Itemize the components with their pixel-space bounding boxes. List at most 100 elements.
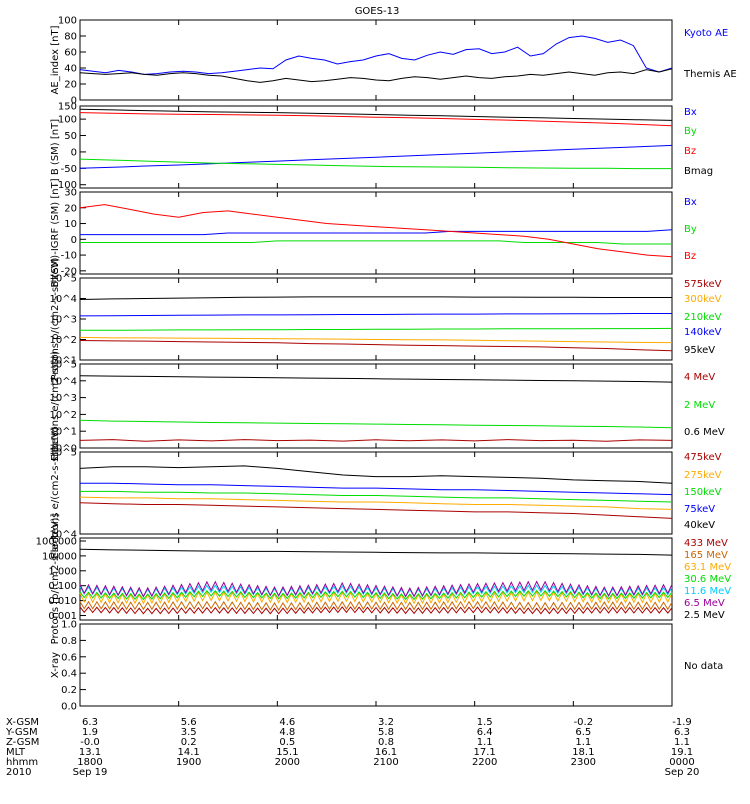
ephemeris-value: 2300: [571, 757, 596, 768]
series-line-6-5-mev: [79, 580, 673, 598]
series-line-4-mev: [79, 439, 673, 442]
series-line-210kev: [80, 327, 673, 331]
y-tick-label: -100: [54, 180, 77, 191]
series-line-475kev: [79, 502, 673, 519]
y-axis-label: Protons [p/(cm2-s-sr-keV)]: [50, 514, 61, 645]
series-line-2-mev: [79, 419, 673, 429]
y-tick-label: 150: [58, 102, 77, 113]
legend-entry: Bz: [684, 251, 696, 262]
ephemeris-value: 19.1: [671, 747, 693, 758]
ephemeris-value: 0.8: [378, 737, 394, 748]
y-tick-label: 40: [64, 64, 77, 75]
series-line-11-6-mev: [79, 584, 673, 598]
ephemeris-value: 6.3: [82, 717, 98, 728]
ephemeris-value: 1800: [77, 757, 102, 768]
y-tick-label: 100: [58, 115, 77, 126]
ephemeris-value: 6.5: [575, 727, 591, 738]
ephemeris-value: 6.3: [674, 727, 690, 738]
ephemeris-value: 6.4: [477, 727, 493, 738]
ephemeris-value: 5.6: [181, 717, 197, 728]
y-tick-label: 0.8: [61, 636, 77, 647]
ephemeris-value: 17.1: [474, 747, 496, 758]
legend-entry: By: [684, 126, 697, 137]
ephemeris-value: 15.1: [276, 747, 298, 758]
y-tick-label: 0.0: [61, 702, 77, 713]
ephemeris-row-label: 2010: [6, 767, 31, 778]
series-line-300kev: [79, 336, 673, 344]
ephemeris-value: 1.1: [575, 737, 591, 748]
ephemeris-value: 2100: [373, 757, 398, 768]
y-axis-label: AE_index [nT]: [50, 25, 61, 94]
legend-entry: 95keV: [684, 345, 715, 356]
ephemeris-value: 4.8: [279, 727, 295, 738]
series-line-165-mev: [79, 600, 673, 611]
ephemeris-value: 3.2: [378, 717, 394, 728]
y-tick-label: 80: [64, 32, 77, 43]
legend-entry: 63.1 MeV: [684, 562, 731, 573]
ephemeris-row-label: X-GSM: [6, 717, 39, 728]
y-tick-label: 0: [71, 147, 77, 158]
ephemeris-value: 0.2: [181, 737, 197, 748]
chart-title: GOES-13: [355, 6, 400, 17]
series-line-kyoto-ae: [79, 35, 673, 75]
y-tick-label: 10.000: [42, 551, 77, 562]
series-line-30-6-mev: [79, 589, 673, 601]
y-tick-label: 10^4: [50, 530, 77, 541]
y-tick-label: 10^2: [50, 335, 77, 346]
y-tick-label: 1.0: [61, 620, 77, 631]
y-tick-label: 50: [64, 131, 77, 142]
y-tick-label: 10: [64, 219, 77, 230]
y-tick-label: 0.6: [61, 652, 77, 663]
legend-entry: 300keV: [684, 294, 722, 305]
y-tick-label: 10^5: [50, 360, 77, 371]
series-line-140kev: [79, 313, 672, 317]
y-tick-label: 30: [64, 188, 77, 199]
ephemeris-value: -0.2: [574, 717, 594, 728]
ephemeris-row-label: MLT: [6, 747, 26, 758]
y-tick-label: 0.001: [48, 611, 77, 622]
legend-entry: 140keV: [684, 327, 722, 338]
legend-entry: Bx: [684, 107, 697, 118]
y-tick-label: 1.000: [48, 566, 77, 577]
panel-7: 0.001 0.010 0.100 1.000 10.000 100.000Protons…: [36, 514, 732, 645]
ephemeris-value: 1900: [176, 757, 201, 768]
series-line-575kev: [79, 340, 673, 352]
panel-frame: [79, 623, 673, 707]
panel-frame: [79, 19, 673, 101]
y-tick-label: 60: [64, 48, 77, 59]
no-data-note: No data: [684, 661, 723, 672]
y-tick-label: 20: [64, 80, 77, 91]
series-line-by: [79, 158, 672, 170]
y-tick-label: 10^5: [50, 274, 77, 285]
y-tick-label: -20: [61, 266, 77, 277]
y-axis-label: X-ray: [50, 652, 61, 678]
legend-entry: 2 MeV: [684, 400, 715, 411]
legend-entry: 275keV: [684, 470, 722, 481]
ephemeris-row-label: Y-GSM: [5, 727, 38, 738]
ephemeris-value: 1.1: [477, 737, 493, 748]
series-line-40kev: [79, 465, 673, 484]
ephemeris-value: 1.1: [674, 737, 690, 748]
y-tick-label: 0: [71, 235, 77, 246]
series-line-95kev: [79, 296, 672, 300]
legend-entry: 575keV: [684, 279, 722, 290]
series-line-bz: [79, 112, 673, 127]
ephemeris-value: 16.1: [375, 747, 397, 758]
ephemeris-value: 2200: [472, 757, 497, 768]
y-tick-label: -50: [61, 164, 77, 175]
y-tick-label: 0: [71, 96, 77, 107]
series-line-2-5-mev: [79, 548, 673, 556]
ephemeris-value: 0000: [669, 757, 694, 768]
legend-entry: 0.6 MeV: [684, 427, 725, 438]
legend-entry: 475keV: [684, 452, 722, 463]
ephemeris-value: Sep 20: [665, 767, 700, 778]
series-line-63-1-mev: [79, 590, 673, 605]
ephemeris-row-label: Z-GSM: [6, 737, 39, 748]
y-tick-label: 10^1: [50, 356, 77, 367]
panel-2: -100 -50 0 50 100 150 B (SM) [nT] Bx By Bz Bmag: [50, 102, 713, 192]
ephemeris-value: 3.5: [181, 727, 197, 738]
